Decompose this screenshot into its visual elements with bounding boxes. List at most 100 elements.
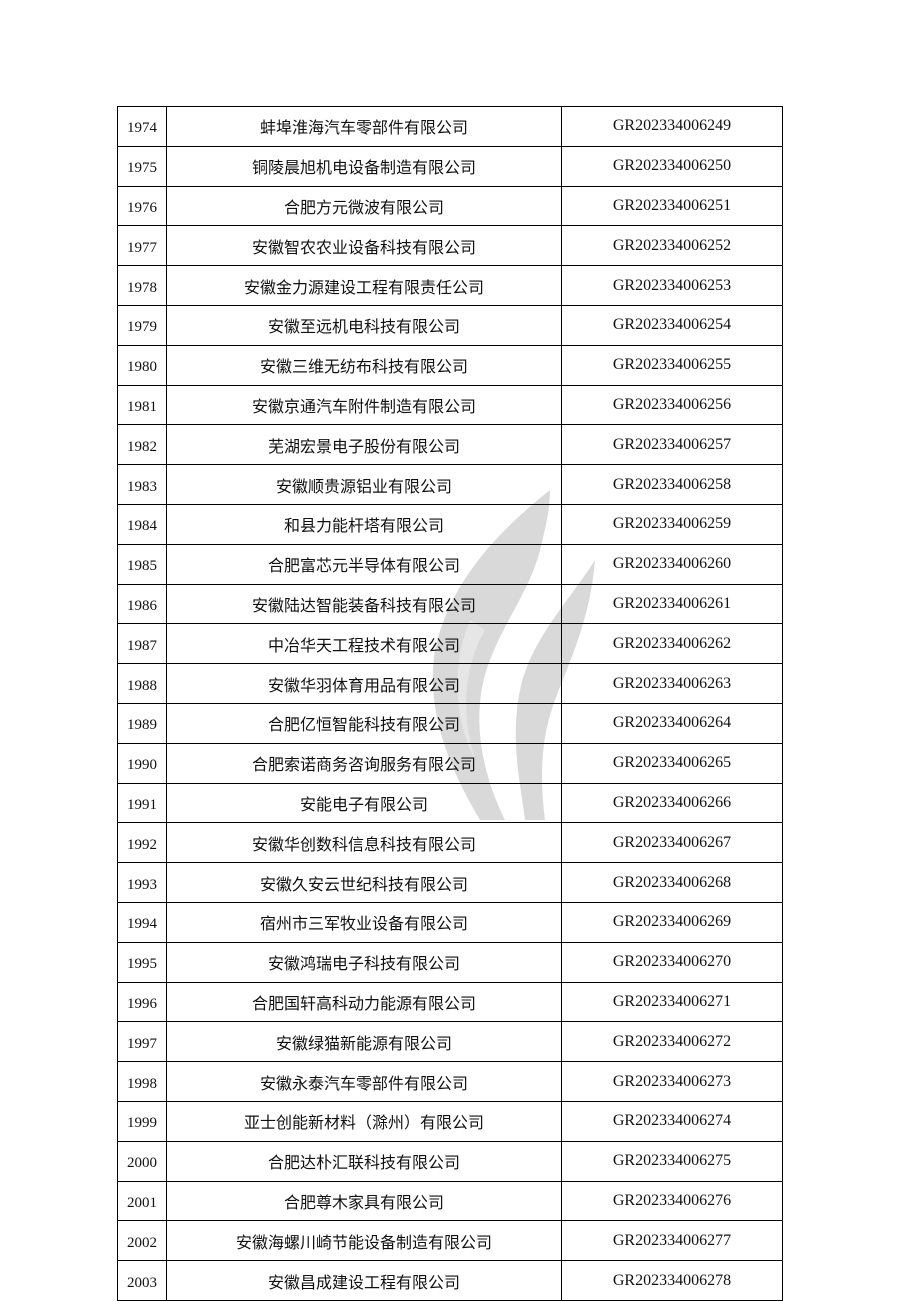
row-number: 1976 xyxy=(117,185,167,227)
company-name: 安徽永泰汽车零部件有限公司 xyxy=(166,1061,562,1102)
table-row: 1979 安徽至远机电科技有限公司 GR202334006254 xyxy=(117,304,783,346)
table-row: 1978 安徽金力源建设工程有限责任公司 GR202334006253 xyxy=(117,265,783,306)
row-number: 1998 xyxy=(117,1061,167,1102)
company-name: 安徽京通汽车附件制造有限公司 xyxy=(166,384,562,426)
enterprise-list-table: 1974 蚌埠淮海汽车零部件有限公司 GR202334006249 1975 铜陵晨旭机… xyxy=(117,106,783,1301)
row-number: 2000 xyxy=(117,1140,167,1182)
company-name: 亚士创能新材料（滁州）有限公司 xyxy=(166,1100,562,1142)
certificate-number: GR202334006266 xyxy=(561,782,783,824)
table-row: 1985 合肥富芯元半导体有限公司 GR202334006260 xyxy=(117,543,783,585)
certificate-number: GR202334006277 xyxy=(561,1220,783,1262)
certificate-number: GR202334006260 xyxy=(561,543,783,585)
company-name: 安徽华羽体育用品有限公司 xyxy=(166,663,562,704)
row-number: 1982 xyxy=(117,424,167,466)
table-row: 1993 安徽久安云世纪科技有限公司 GR202334006268 xyxy=(117,862,783,903)
certificate-number: GR202334006271 xyxy=(561,981,783,1023)
certificate-number: GR202334006263 xyxy=(561,663,783,704)
certificate-number: GR202334006276 xyxy=(561,1180,783,1222)
table-row: 1996 合肥国轩高科动力能源有限公司 GR202334006271 xyxy=(117,981,783,1023)
company-name: 安能电子有限公司 xyxy=(166,782,562,824)
certificate-number: GR202334006264 xyxy=(561,702,783,744)
row-number: 1983 xyxy=(117,464,167,505)
table-row: 1997 安徽绿猫新能源有限公司 GR202334006272 xyxy=(117,1021,783,1063)
company-name: 合肥达朴汇联科技有限公司 xyxy=(166,1140,562,1182)
table-row: 1998 安徽永泰汽车零部件有限公司 GR202334006273 xyxy=(117,1061,783,1102)
certificate-number: GR202334006272 xyxy=(561,1021,783,1063)
certificate-number: GR202334006253 xyxy=(561,265,783,306)
row-number: 1986 xyxy=(117,583,167,625)
certificate-number: GR202334006261 xyxy=(561,583,783,625)
certificate-number: GR202334006251 xyxy=(561,185,783,227)
certificate-number: GR202334006255 xyxy=(561,344,783,386)
row-number: 1999 xyxy=(117,1100,167,1142)
certificate-number: GR202334006270 xyxy=(561,941,783,983)
company-name: 安徽绿猫新能源有限公司 xyxy=(166,1021,562,1063)
row-number: 1979 xyxy=(117,304,167,346)
certificate-number: GR202334006267 xyxy=(561,822,783,864)
company-name: 蚌埠淮海汽车零部件有限公司 xyxy=(166,106,562,147)
company-name: 安徽顺贵源铝业有限公司 xyxy=(166,464,562,505)
row-number: 1997 xyxy=(117,1021,167,1063)
row-number: 1995 xyxy=(117,941,167,983)
row-number: 1980 xyxy=(117,344,167,386)
row-number: 1977 xyxy=(117,225,167,267)
table-row: 1999 亚士创能新材料（滁州）有限公司 GR202334006274 xyxy=(117,1100,783,1142)
row-number: 1990 xyxy=(117,742,167,784)
table-row: 2000 合肥达朴汇联科技有限公司 GR202334006275 xyxy=(117,1140,783,1182)
company-name: 宿州市三军牧业设备有限公司 xyxy=(166,901,562,943)
company-name: 合肥方元微波有限公司 xyxy=(166,185,562,227)
table-row: 1988 安徽华羽体育用品有限公司 GR202334006263 xyxy=(117,663,783,704)
certificate-number: GR202334006254 xyxy=(561,304,783,346)
company-name: 安徽海螺川崎节能设备制造有限公司 xyxy=(166,1220,562,1262)
row-number: 2003 xyxy=(117,1260,167,1301)
certificate-number: GR202334006274 xyxy=(561,1100,783,1142)
table-row: 1995 安徽鸿瑞电子科技有限公司 GR202334006270 xyxy=(117,941,783,983)
certificate-number: GR202334006273 xyxy=(561,1061,783,1102)
company-name: 合肥亿恒智能科技有限公司 xyxy=(166,702,562,744)
certificate-number: GR202334006256 xyxy=(561,384,783,426)
company-name: 合肥索诺商务咨询服务有限公司 xyxy=(166,742,562,784)
row-number: 1984 xyxy=(117,503,167,545)
company-name: 合肥富芯元半导体有限公司 xyxy=(166,543,562,585)
company-name: 铜陵晨旭机电设备制造有限公司 xyxy=(166,145,562,187)
row-number: 1988 xyxy=(117,663,167,704)
company-name: 安徽昌成建设工程有限公司 xyxy=(166,1260,562,1301)
certificate-number: GR202334006269 xyxy=(561,901,783,943)
row-number: 1978 xyxy=(117,265,167,306)
table-row: 1981 安徽京通汽车附件制造有限公司 GR202334006256 xyxy=(117,384,783,426)
certificate-number: GR202334006259 xyxy=(561,503,783,545)
company-name: 和县力能杆塔有限公司 xyxy=(166,503,562,545)
table-row: 1974 蚌埠淮海汽车零部件有限公司 GR202334006249 xyxy=(117,106,783,147)
certificate-number: GR202334006250 xyxy=(561,145,783,187)
company-name: 安徽陆达智能装备科技有限公司 xyxy=(166,583,562,625)
certificate-number: GR202334006258 xyxy=(561,464,783,505)
certificate-number: GR202334006249 xyxy=(561,106,783,147)
table-row: 1991 安能电子有限公司 GR202334006266 xyxy=(117,782,783,824)
row-number: 1993 xyxy=(117,862,167,903)
company-name: 中冶华天工程技术有限公司 xyxy=(166,623,562,665)
company-name: 安徽久安云世纪科技有限公司 xyxy=(166,862,562,903)
company-name: 安徽鸿瑞电子科技有限公司 xyxy=(166,941,562,983)
company-name: 合肥国轩高科动力能源有限公司 xyxy=(166,981,562,1023)
row-number: 1981 xyxy=(117,384,167,426)
table-row: 1990 合肥索诺商务咨询服务有限公司 GR202334006265 xyxy=(117,742,783,784)
company-name: 安徽三维无纺布科技有限公司 xyxy=(166,344,562,386)
row-number: 1989 xyxy=(117,702,167,744)
certificate-number: GR202334006252 xyxy=(561,225,783,267)
table-row: 1984 和县力能杆塔有限公司 GR202334006259 xyxy=(117,503,783,545)
table-row: 2002 安徽海螺川崎节能设备制造有限公司 GR202334006277 xyxy=(117,1220,783,1262)
table-row: 1986 安徽陆达智能装备科技有限公司 GR202334006261 xyxy=(117,583,783,625)
row-number: 1996 xyxy=(117,981,167,1023)
row-number: 1985 xyxy=(117,543,167,585)
certificate-number: GR202334006257 xyxy=(561,424,783,466)
table-row: 1975 铜陵晨旭机电设备制造有限公司 GR202334006250 xyxy=(117,145,783,187)
certificate-number: GR202334006278 xyxy=(561,1260,783,1301)
table-row: 1977 安徽智农农业设备科技有限公司 GR202334006252 xyxy=(117,225,783,267)
table-row: 1982 芜湖宏景电子股份有限公司 GR202334006257 xyxy=(117,424,783,466)
table-row: 2001 合肥尊木家具有限公司 GR202334006276 xyxy=(117,1180,783,1222)
row-number: 1994 xyxy=(117,901,167,943)
table-row: 2003 安徽昌成建设工程有限公司 GR202334006278 xyxy=(117,1260,783,1301)
table-row: 1994 宿州市三军牧业设备有限公司 GR202334006269 xyxy=(117,901,783,943)
certificate-number: GR202334006265 xyxy=(561,742,783,784)
row-number: 1992 xyxy=(117,822,167,864)
